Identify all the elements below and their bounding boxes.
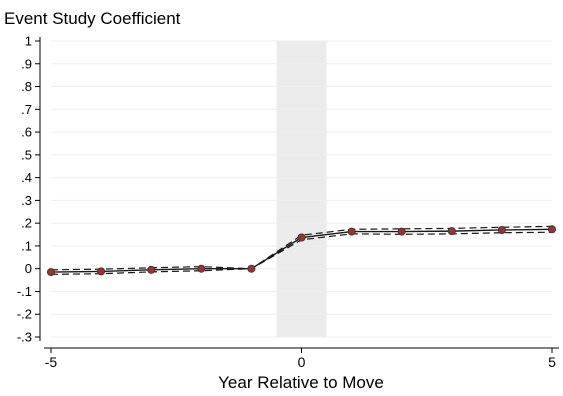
y-tick-label: .3 bbox=[21, 193, 32, 208]
coefficient-point bbox=[47, 268, 56, 277]
chart-title: Event Study Coefficient bbox=[4, 9, 181, 28]
y-tick-label: -.2 bbox=[17, 307, 32, 322]
coefficient-point bbox=[147, 265, 156, 274]
x-tick-label: 0 bbox=[298, 354, 306, 370]
coefficient-point bbox=[397, 227, 406, 236]
y-tick-label: -.1 bbox=[17, 284, 32, 299]
coefficient-point bbox=[447, 227, 456, 236]
y-tick-label: .8 bbox=[21, 79, 32, 94]
coefficient-point bbox=[97, 267, 106, 276]
y-tick-label: -.3 bbox=[17, 330, 32, 345]
confidence-bound-line bbox=[50, 225, 553, 271]
y-tick-label: .2 bbox=[21, 216, 32, 231]
coefficient-point bbox=[297, 233, 306, 242]
shaded-region-group bbox=[276, 41, 327, 337]
x-tick-label: -5 bbox=[45, 354, 58, 370]
coefficient-point bbox=[497, 225, 506, 234]
y-tick-label: .1 bbox=[21, 238, 32, 253]
y-tick-label: .6 bbox=[21, 125, 32, 140]
y-tick-label: 1 bbox=[25, 34, 32, 49]
data-points-group bbox=[47, 225, 557, 277]
coefficient-point bbox=[197, 264, 206, 273]
x-axis-label: Year Relative to Move bbox=[218, 373, 384, 392]
shaded-move-window bbox=[276, 41, 327, 337]
y-tick-label: .9 bbox=[21, 56, 32, 71]
y-tick-label: .5 bbox=[21, 147, 32, 162]
x-tick-label: 5 bbox=[548, 354, 556, 370]
y-tick-label: .4 bbox=[21, 170, 32, 185]
x-ticks-group: -5 0 5 bbox=[45, 348, 556, 370]
y-ticks-group: 1 .9 .8 .7 .6 .5 .4 .3 .2 .1 0 -.1 -.2 -.3 bbox=[17, 34, 40, 345]
y-tick-label: 0 bbox=[25, 261, 32, 276]
coefficient-point bbox=[247, 264, 256, 273]
coefficient-point bbox=[347, 227, 356, 236]
coefficient-point bbox=[548, 225, 557, 234]
y-tick-label: .7 bbox=[21, 102, 32, 117]
